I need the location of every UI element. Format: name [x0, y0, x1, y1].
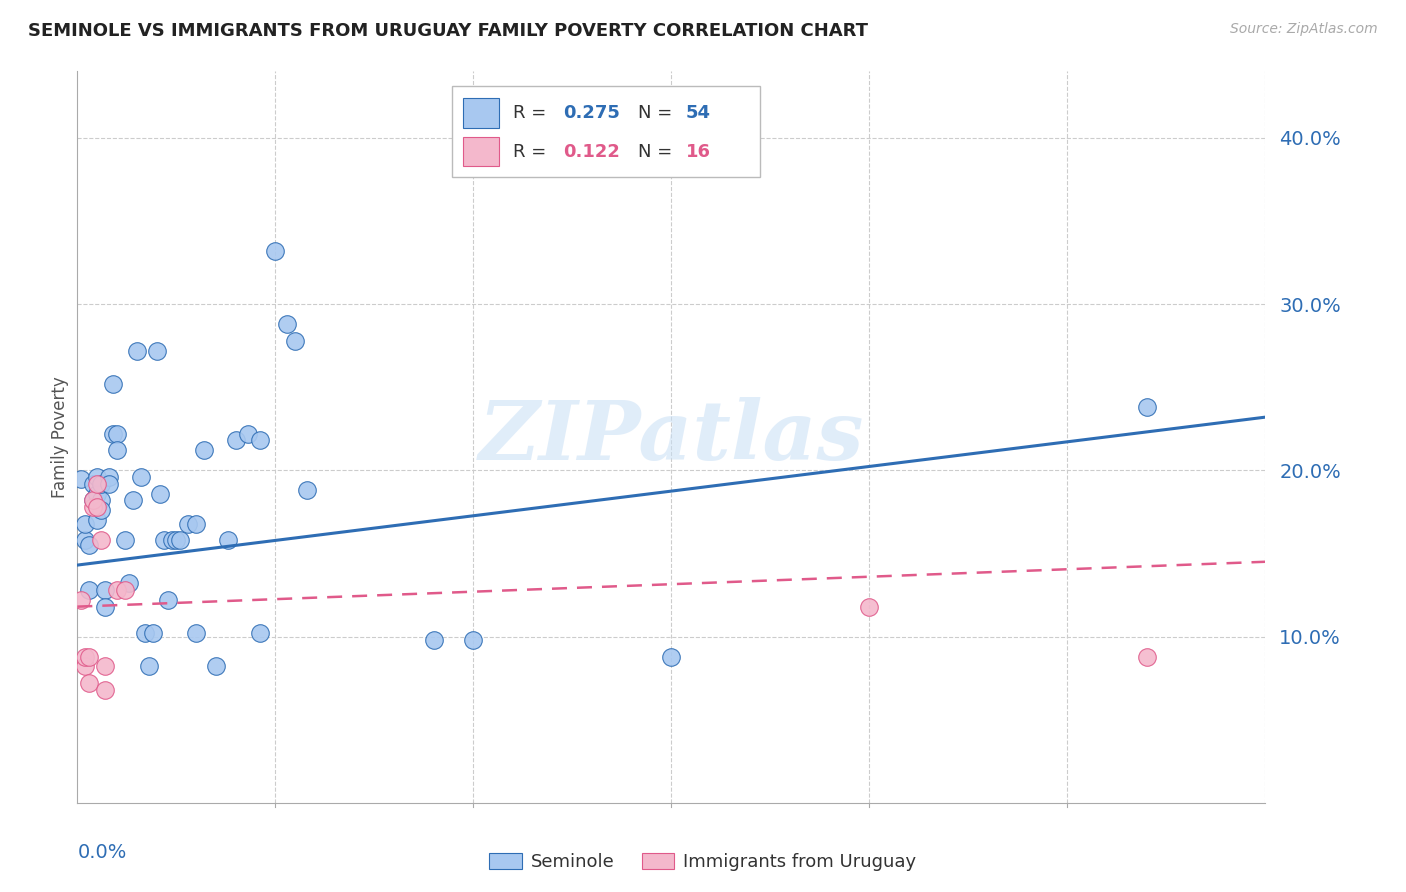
Point	[101, 376, 124, 391]
Point	[295, 483, 318, 498]
Point	[142, 626, 165, 640]
Point	[236, 426, 259, 441]
Point	[249, 626, 271, 640]
Point	[186, 516, 208, 531]
Point	[118, 576, 141, 591]
Point	[105, 582, 128, 597]
Point	[264, 244, 287, 258]
Point	[138, 659, 160, 673]
Point	[101, 426, 124, 441]
Point	[90, 533, 112, 548]
Text: N =: N =	[638, 143, 678, 161]
Point	[77, 649, 100, 664]
Point	[94, 682, 117, 697]
Text: ZIPatlas: ZIPatlas	[478, 397, 865, 477]
Point	[162, 533, 184, 548]
Point	[82, 476, 104, 491]
Point	[153, 533, 176, 548]
Point	[70, 472, 93, 486]
Text: 0.122: 0.122	[564, 143, 620, 161]
Point	[75, 516, 97, 531]
Text: SEMINOLE VS IMMIGRANTS FROM URUGUAY FAMILY POVERTY CORRELATION CHART: SEMINOLE VS IMMIGRANTS FROM URUGUAY FAMI…	[28, 22, 868, 40]
Text: 54: 54	[686, 104, 710, 122]
Point	[165, 533, 187, 548]
Point	[125, 343, 148, 358]
Point	[82, 493, 104, 508]
Point	[145, 343, 167, 358]
Point	[94, 582, 117, 597]
Point	[86, 486, 108, 500]
Point	[86, 476, 108, 491]
Point	[193, 443, 215, 458]
Point	[149, 486, 172, 500]
Bar	[464, 98, 499, 128]
Point	[86, 500, 108, 514]
Point	[129, 470, 152, 484]
Y-axis label: Family Poverty: Family Poverty	[51, 376, 69, 498]
Point	[114, 582, 136, 597]
Point	[77, 538, 100, 552]
Legend: Seminole, Immigrants from Uruguay: Seminole, Immigrants from Uruguay	[482, 846, 924, 879]
Point	[82, 493, 104, 508]
Bar	[464, 137, 499, 167]
Point	[98, 470, 121, 484]
Point	[276, 317, 298, 331]
Point	[217, 533, 239, 548]
Point	[225, 434, 247, 448]
Point	[75, 533, 97, 548]
Text: R =: R =	[513, 104, 553, 122]
Point	[463, 632, 485, 647]
Point	[75, 659, 97, 673]
Point	[82, 500, 104, 514]
Point	[94, 599, 117, 614]
Point	[114, 533, 136, 548]
Point	[90, 503, 112, 517]
Point	[70, 593, 93, 607]
Point	[105, 443, 128, 458]
FancyBboxPatch shape	[451, 86, 761, 178]
Point	[858, 599, 880, 614]
Text: Source: ZipAtlas.com: Source: ZipAtlas.com	[1230, 22, 1378, 37]
Text: N =: N =	[638, 104, 678, 122]
Point	[177, 516, 200, 531]
Point	[134, 626, 156, 640]
Point	[121, 493, 143, 508]
Point	[75, 649, 97, 664]
Point	[105, 426, 128, 441]
Point	[169, 533, 191, 548]
Point	[205, 659, 228, 673]
Point	[77, 676, 100, 690]
Text: 16: 16	[686, 143, 710, 161]
Point	[1136, 400, 1159, 414]
Point	[77, 582, 100, 597]
Text: 0.0%: 0.0%	[77, 843, 127, 862]
Point	[1136, 649, 1159, 664]
Text: R =: R =	[513, 143, 553, 161]
Point	[284, 334, 307, 348]
Point	[98, 476, 121, 491]
Point	[90, 476, 112, 491]
Text: 0.275: 0.275	[564, 104, 620, 122]
Point	[86, 470, 108, 484]
Point	[90, 493, 112, 508]
Point	[94, 659, 117, 673]
Point	[661, 649, 683, 664]
Point	[86, 513, 108, 527]
Point	[249, 434, 271, 448]
Point	[423, 632, 446, 647]
Point	[157, 593, 180, 607]
Point	[186, 626, 208, 640]
